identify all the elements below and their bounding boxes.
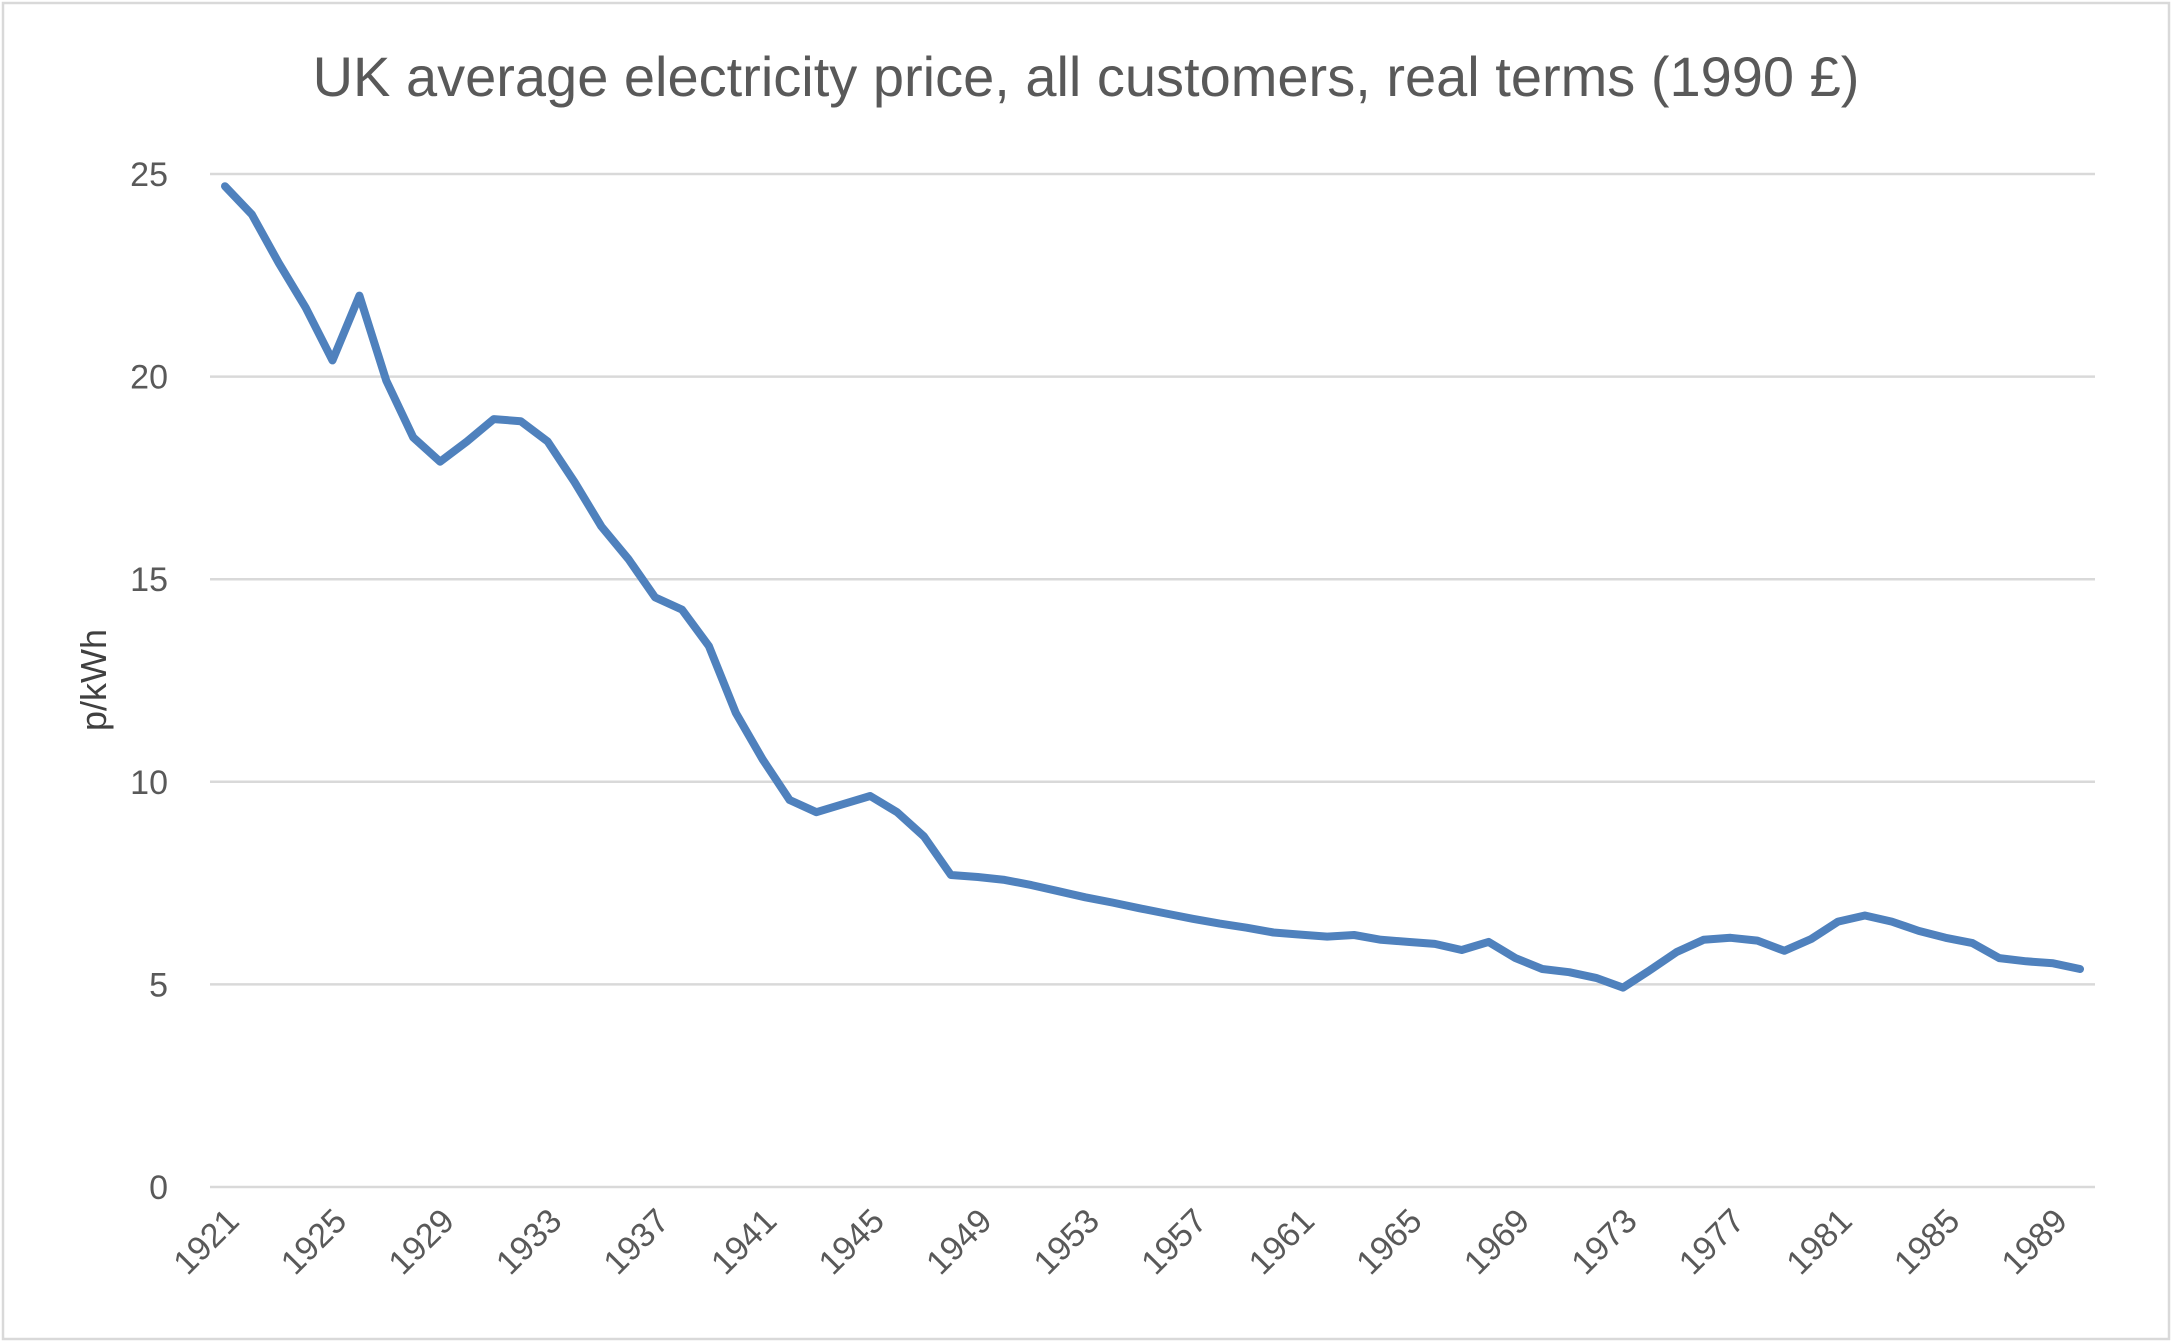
- y-tick-label: 5: [149, 966, 168, 1004]
- chart-title: UK average electricity price, all custom…: [313, 45, 1860, 108]
- series-line-0: [221, 182, 2084, 992]
- y-tick-label: 10: [130, 764, 168, 802]
- y-axis-ticks: 0 5 10 15 20 25: [130, 156, 168, 1207]
- y-tick-label: 15: [130, 561, 168, 599]
- gridlines: [210, 172, 2095, 1189]
- y-tick-label: 20: [130, 359, 168, 397]
- y-tick-label: 0: [149, 1169, 168, 1207]
- series-group: [221, 182, 2084, 992]
- y-tick-label: 25: [130, 156, 168, 194]
- y-axis-label: p/kWh: [73, 629, 114, 731]
